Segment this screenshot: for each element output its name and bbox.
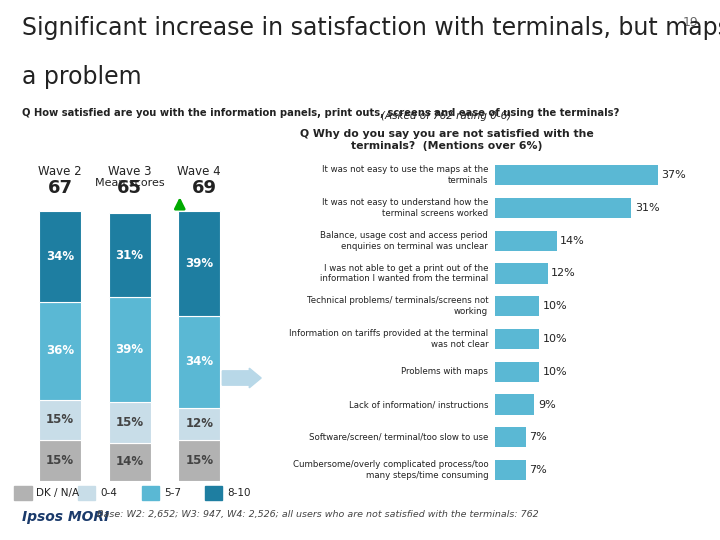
- Text: 0-4: 0-4: [100, 488, 117, 498]
- Bar: [495, 264, 548, 284]
- Bar: [495, 165, 658, 185]
- Bar: [39, 440, 81, 481]
- Text: It was not easy to use the maps at the
terminals: It was not easy to use the maps at the t…: [322, 165, 488, 185]
- Bar: [78, 486, 95, 500]
- Text: Wave 4: Wave 4: [177, 165, 221, 178]
- Bar: [495, 460, 526, 480]
- Bar: [109, 443, 150, 481]
- Bar: [495, 362, 539, 382]
- Text: 12%: 12%: [552, 268, 576, 279]
- Bar: [495, 198, 631, 218]
- Text: 7%: 7%: [529, 465, 547, 475]
- Text: 31%: 31%: [116, 248, 143, 262]
- Bar: [495, 394, 534, 415]
- Text: Mean scores: Mean scores: [95, 178, 164, 188]
- Bar: [179, 408, 220, 440]
- Text: 10%: 10%: [542, 367, 567, 377]
- Text: 67: 67: [48, 179, 73, 197]
- Text: (Asked of 762 rating 0-6): (Asked of 762 rating 0-6): [382, 111, 511, 121]
- Text: I was not able to get a print out of the
information I wanted from the terminal: I was not able to get a print out of the…: [320, 264, 488, 284]
- Text: 8-10: 8-10: [228, 488, 251, 498]
- Bar: [14, 486, 32, 500]
- Text: 15%: 15%: [46, 413, 74, 427]
- Text: Problems with maps: Problems with maps: [401, 367, 488, 376]
- Text: 19: 19: [683, 16, 698, 29]
- Text: Balance, usage cost and access period
enquiries on terminal was unclear: Balance, usage cost and access period en…: [320, 231, 488, 251]
- Text: a problem: a problem: [22, 65, 141, 89]
- Text: 15%: 15%: [46, 454, 74, 467]
- Bar: [39, 211, 81, 302]
- Bar: [39, 400, 81, 440]
- Text: 36%: 36%: [46, 345, 74, 357]
- Text: 39%: 39%: [115, 343, 144, 356]
- Text: Ipsos MORI: Ipsos MORI: [22, 510, 109, 524]
- Text: 65: 65: [117, 179, 142, 197]
- FancyArrow shape: [222, 368, 261, 388]
- Text: 7%: 7%: [529, 433, 547, 442]
- Bar: [109, 213, 150, 297]
- Text: Technical problems/ terminals/screens not
working: Technical problems/ terminals/screens no…: [307, 296, 488, 316]
- Bar: [142, 486, 159, 500]
- Bar: [205, 486, 222, 500]
- Text: 14%: 14%: [560, 236, 585, 246]
- Text: 15%: 15%: [185, 454, 213, 467]
- Text: 14%: 14%: [115, 455, 144, 468]
- Text: 12%: 12%: [185, 417, 213, 430]
- Text: 37%: 37%: [662, 170, 686, 180]
- Text: 39%: 39%: [185, 256, 213, 270]
- Text: 5-7: 5-7: [163, 488, 181, 498]
- Text: Software/screen/ terminal/too slow to use: Software/screen/ terminal/too slow to us…: [309, 433, 488, 442]
- Text: Wave 2: Wave 2: [38, 165, 82, 178]
- Text: 34%: 34%: [46, 250, 74, 263]
- Text: 69: 69: [192, 179, 217, 197]
- Text: Q Why do you say you are not satisfied with the
terminals?  (Mentions over 6%): Q Why do you say you are not satisfied w…: [300, 129, 593, 151]
- Text: 9%: 9%: [538, 400, 556, 409]
- Text: Information on tariffs provided at the terminal
was not clear: Information on tariffs provided at the t…: [289, 329, 488, 349]
- Text: Q How satisfied are you with the information panels, print outs, screens and eas: Q How satisfied are you with the informa…: [22, 108, 619, 118]
- Text: 34%: 34%: [185, 355, 213, 368]
- Text: 10%: 10%: [542, 301, 567, 311]
- Bar: [495, 296, 539, 316]
- Bar: [109, 402, 150, 443]
- Text: 31%: 31%: [635, 203, 660, 213]
- Text: Wave 3: Wave 3: [108, 165, 151, 178]
- Text: Base: W2: 2,652; W3: 947, W4: 2,526; all users who are not satisfied with the te: Base: W2: 2,652; W3: 947, W4: 2,526; all…: [97, 510, 539, 519]
- Text: Cumbersome/overly complicated process/too
many steps/time consuming: Cumbersome/overly complicated process/to…: [292, 460, 488, 480]
- Bar: [179, 211, 220, 316]
- Bar: [39, 302, 81, 400]
- Bar: [109, 297, 150, 402]
- Bar: [179, 440, 220, 481]
- Text: DK / N/A: DK / N/A: [37, 488, 79, 498]
- Bar: [495, 231, 557, 251]
- Text: 15%: 15%: [115, 416, 144, 429]
- Text: 10%: 10%: [542, 334, 567, 344]
- Bar: [495, 329, 539, 349]
- Bar: [179, 316, 220, 408]
- Text: Lack of information/ instructions: Lack of information/ instructions: [348, 400, 488, 409]
- Text: It was not easy to understand how the
terminal screens worked: It was not easy to understand how the te…: [322, 198, 488, 218]
- Bar: [495, 427, 526, 448]
- Text: Significant increase in satisfaction with terminals, but maps remain: Significant increase in satisfaction wit…: [22, 16, 720, 40]
